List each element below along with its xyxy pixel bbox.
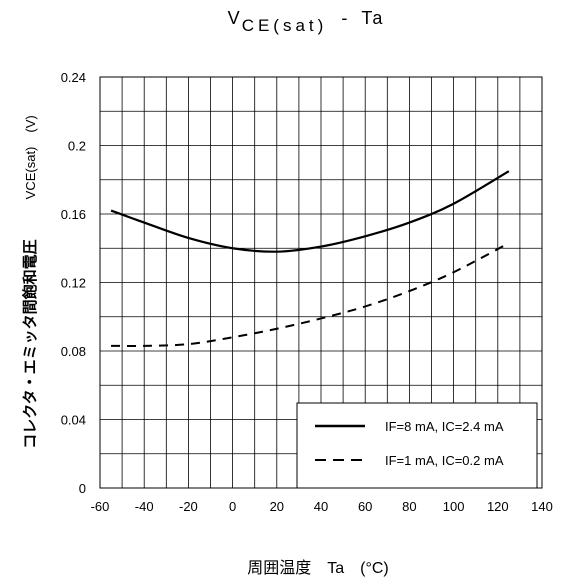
title-subscript: CE(sat) [242,16,328,35]
title-separator: - [341,8,349,28]
x-tick-labels: -60 -40 -20 0 20 40 60 80 100 120 140 [91,499,553,514]
series-lines [110,170,510,347]
series-line-0 [110,170,510,253]
y-tick-label: 0 [79,481,86,496]
x-tick-label: 80 [402,499,416,514]
y-axis-label-unit: (V) [23,115,38,132]
series-line-1 [111,242,510,347]
x-tick-label: 60 [358,499,372,514]
x-tick-label: 0 [229,499,236,514]
y-tick-label: 0.24 [61,70,86,85]
x-tick-label: 40 [314,499,328,514]
title-main: V [228,8,242,28]
legend-label-1: IF=1 mA, IC=0.2 mA [385,453,504,468]
title-suffix: Ta [361,8,384,28]
x-tick-label: 120 [487,499,509,514]
x-tick-label: -20 [179,499,198,514]
y-axis-label-jp: コレクタ・エミッタ間飽和電圧 [21,239,39,448]
y-tick-label: 0.08 [61,344,86,359]
y-tick-label: 0.12 [61,276,86,291]
x-tick-label: 100 [443,499,465,514]
y-tick-labels: 0 0.04 0.08 0.12 0.16 0.2 0.24 [61,70,86,496]
y-tick-label: 0.16 [61,207,86,222]
y-tick-label: 0.2 [68,139,86,154]
x-tick-label: 20 [270,499,284,514]
x-axis-label: 周囲温度 Ta (°C) [247,559,389,577]
y-axis-label: コレクタ・エミッタ間飽和電圧 VCE(sat) (V) [21,115,39,448]
legend: IF=8 mA, IC=2.4 mA IF=1 mA, IC=0.2 mA [296,402,538,489]
legend-box [296,402,538,489]
x-tick-label: -40 [135,499,154,514]
legend-label-0: IF=8 mA, IC=2.4 mA [385,419,504,434]
y-axis-label-symbol: VCE(sat) [23,147,38,200]
x-tick-label: 140 [531,499,553,514]
y-tick-label: 0.04 [61,413,86,428]
x-tick-label: -60 [91,499,110,514]
chart-title: VCE(sat) - Ta [228,8,385,35]
